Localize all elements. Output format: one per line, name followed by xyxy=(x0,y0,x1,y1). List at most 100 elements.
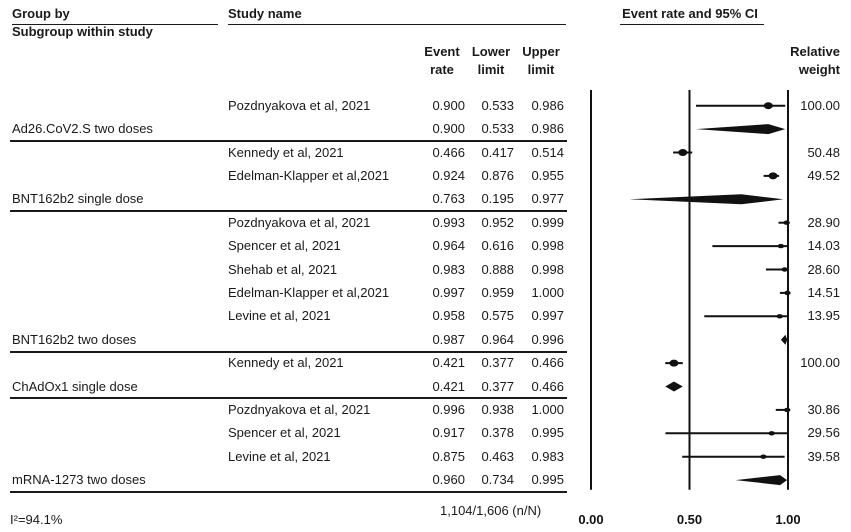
lower-limit-value: 0.533 xyxy=(481,97,514,113)
event-rate-value: 0.421 xyxy=(432,378,465,394)
event-rate-value: 0.996 xyxy=(432,401,465,417)
relative-weight-value: 13.95 xyxy=(807,308,840,324)
event-rate-value: 0.964 xyxy=(432,238,465,254)
relative-weight-header-2: weight xyxy=(798,62,840,77)
study-name: Pozdnyakova et al, 2021 xyxy=(228,401,371,417)
relative-weight-value: 28.60 xyxy=(807,261,840,277)
subgroup-name: ChAdOx1 single dose xyxy=(12,378,138,394)
event-rate-value: 0.983 xyxy=(432,261,465,277)
relative-weight-value: 14.51 xyxy=(807,284,840,300)
upper-limit-value: 1.000 xyxy=(531,401,564,417)
group-by-header: Group by xyxy=(12,6,70,21)
point-estimate xyxy=(760,454,767,459)
event-rate-value: 0.993 xyxy=(432,214,465,230)
study-name: Levine et al, 2021 xyxy=(228,308,331,324)
event-rate-value: 0.960 xyxy=(432,472,465,488)
subgroup-within-study-header: Subgroup within study xyxy=(12,24,153,39)
upper-limit-value: 0.995 xyxy=(531,425,564,441)
totals-count: 1,104/1,606 (n/N) xyxy=(440,503,542,518)
lower-limit-value: 0.417 xyxy=(481,144,514,160)
upper-limit-value: 0.995 xyxy=(531,472,564,488)
upper-limit-value: 0.514 xyxy=(531,144,564,160)
lower-limit-value: 0.195 xyxy=(481,191,514,207)
summary-diamond xyxy=(780,334,788,345)
event-rate-value: 0.924 xyxy=(432,167,465,183)
event-rate-value: 0.917 xyxy=(432,425,465,441)
upper-limit-value: 0.977 xyxy=(531,191,564,207)
subgroup-name: Ad26.CoV2.S two doses xyxy=(12,121,153,137)
event-rate-value: 0.958 xyxy=(432,308,465,324)
lower-limit-value: 0.463 xyxy=(481,448,514,464)
subgroup-name: BNT162b2 two doses xyxy=(12,331,137,347)
lower-limit-value: 0.964 xyxy=(481,331,514,347)
relative-weight-value: 49.52 xyxy=(807,167,840,183)
point-estimate xyxy=(768,172,778,180)
ci-title-underline xyxy=(620,24,764,25)
x-tick-label: 0.00 xyxy=(578,512,603,527)
x-tick-label: 0.50 xyxy=(677,512,702,527)
study-name-underline xyxy=(228,24,566,25)
summary-diamond xyxy=(735,475,788,486)
relative-weight-value: 30.86 xyxy=(807,401,840,417)
event-rate-value: 0.900 xyxy=(432,121,465,137)
relative-weight-value: 100.00 xyxy=(800,355,840,371)
point-estimate xyxy=(678,149,688,156)
study-name: Spencer et al, 2021 xyxy=(228,425,341,441)
subgroup-divider xyxy=(10,140,567,142)
lower-limit-value: 0.533 xyxy=(481,121,514,137)
relative-weight-value: 29.56 xyxy=(807,425,840,441)
lower-limit-value: 0.938 xyxy=(481,401,514,417)
event-rate-value: 0.466 xyxy=(432,144,465,160)
lower-limit-value: 0.959 xyxy=(481,284,514,300)
lower-limit-value: 0.377 xyxy=(481,378,514,394)
event-rate-value: 0.875 xyxy=(432,448,465,464)
upper-limit-value: 0.998 xyxy=(531,261,564,277)
summary-diamond xyxy=(629,194,784,205)
upper-limit-value: 0.466 xyxy=(531,378,564,394)
subgroup-divider xyxy=(10,210,567,212)
lower-limit-value: 0.888 xyxy=(481,261,514,277)
subgroup-name: BNT162b2 single dose xyxy=(12,191,144,207)
relative-weight-value: 50.48 xyxy=(807,144,840,160)
upper-limit-value: 0.999 xyxy=(531,214,564,230)
point-estimate xyxy=(768,431,775,436)
upper-limit-value: 0.466 xyxy=(531,355,564,371)
summary-diamond xyxy=(696,124,786,135)
study-name-header: Study name xyxy=(228,6,302,21)
upper-limit-value: 0.997 xyxy=(531,308,564,324)
lower-limit-value: 0.734 xyxy=(481,472,514,488)
lower-limit-value: 0.952 xyxy=(481,214,514,230)
summary-diamond xyxy=(665,381,683,392)
point-estimate xyxy=(781,267,788,272)
upper-limit-value: 0.986 xyxy=(531,121,564,137)
study-name: Edelman-Klapper et al,2021 xyxy=(228,284,390,300)
event-rate-value: 0.763 xyxy=(432,191,465,207)
event-rate-value: 0.997 xyxy=(432,284,465,300)
relative-weight-header-1: Relative xyxy=(790,44,840,59)
upper-limit-value: 0.998 xyxy=(531,238,564,254)
point-estimate xyxy=(777,243,785,249)
subgroup-divider xyxy=(10,397,567,399)
event-rate-value: 0.987 xyxy=(432,331,465,347)
lower-limit-header-1: Lower xyxy=(471,44,511,59)
upper-limit-value: 0.955 xyxy=(531,167,564,183)
x-tick-label: 1.00 xyxy=(775,512,800,527)
subgroup-name: mRNA-1273 two doses xyxy=(12,472,146,488)
lower-limit-value: 0.876 xyxy=(481,167,514,183)
lower-limit-value: 0.575 xyxy=(481,308,514,324)
upper-limit-header-1: Upper xyxy=(522,44,560,59)
lower-limit-value: 0.616 xyxy=(481,238,514,254)
group-by-underline xyxy=(12,24,218,25)
study-name: Kennedy et al, 2021 xyxy=(228,355,344,371)
point-estimate xyxy=(763,102,773,110)
event-rate-header-1: Event xyxy=(424,44,460,59)
upper-limit-value: 0.986 xyxy=(531,97,564,113)
study-name: Edelman-Klapper et al,2021 xyxy=(228,167,390,183)
lower-limit-value: 0.377 xyxy=(481,355,514,371)
study-name: Spencer et al, 2021 xyxy=(228,238,341,254)
relative-weight-value: 14.03 xyxy=(807,238,840,254)
study-name: Kennedy et al, 2021 xyxy=(228,144,344,160)
lower-limit-value: 0.378 xyxy=(481,425,514,441)
